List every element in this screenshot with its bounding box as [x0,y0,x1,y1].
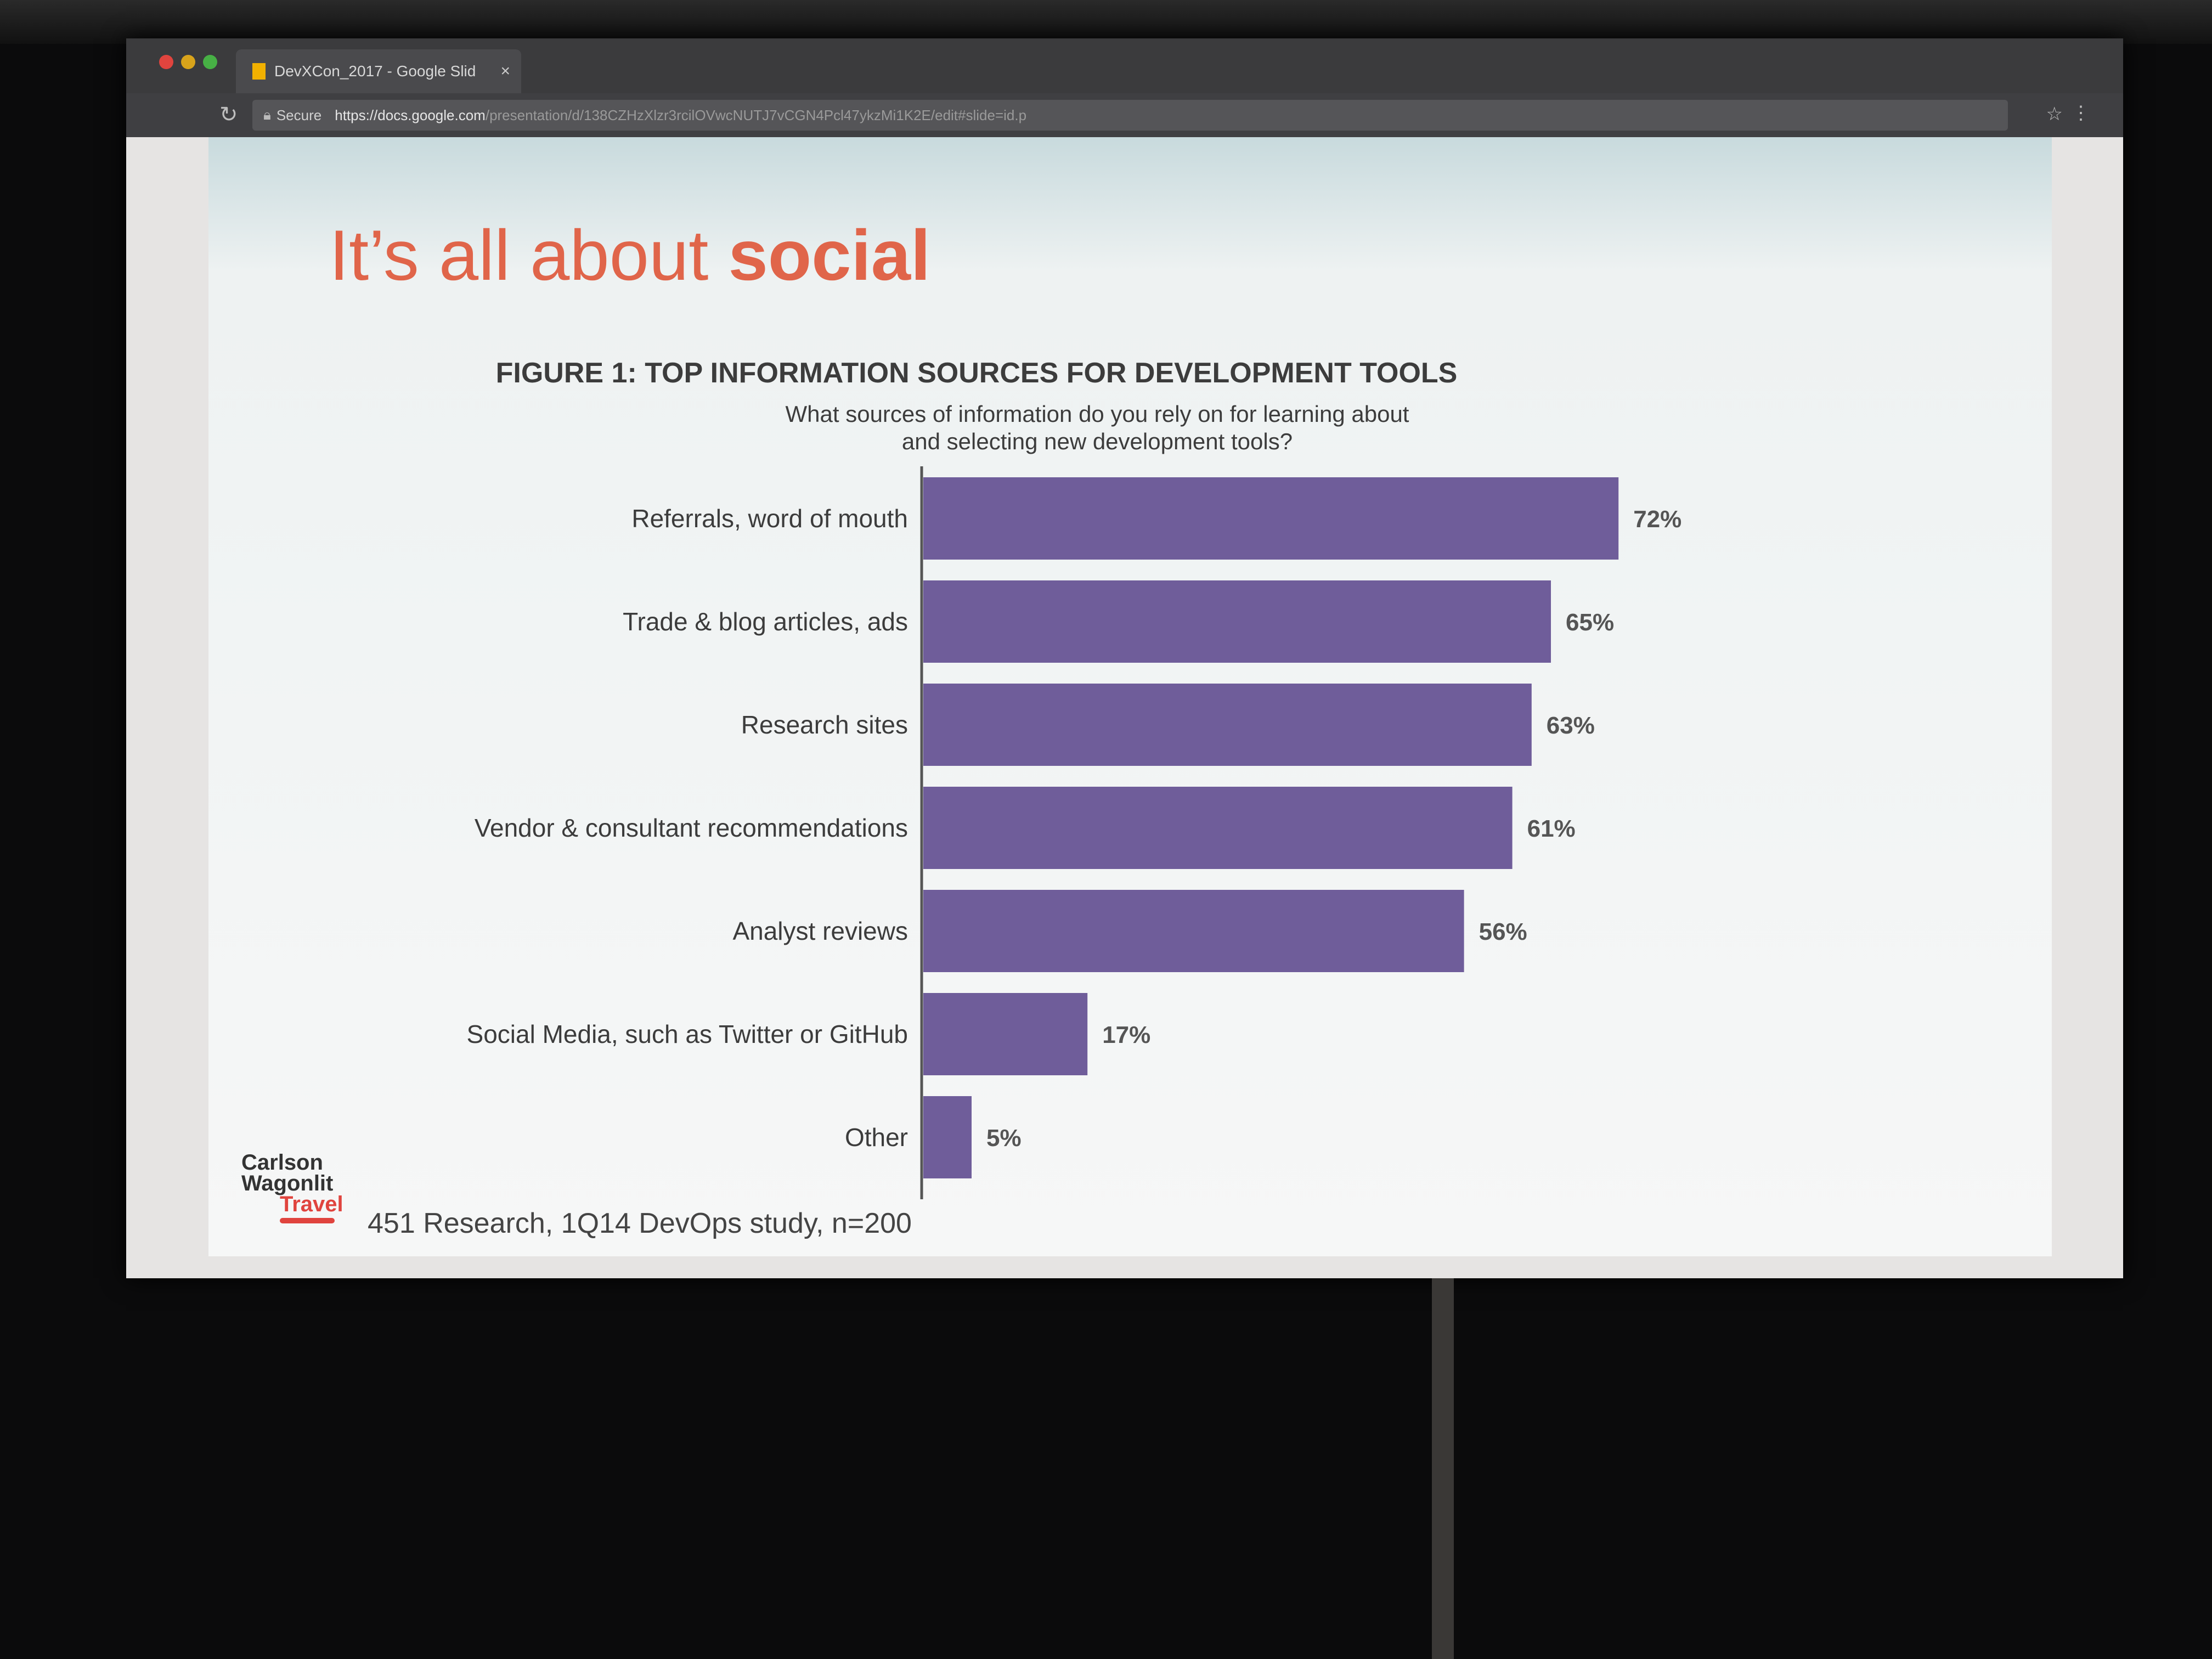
window-minimize-button[interactable] [181,55,195,69]
figure-question-line1: What sources of information do you rely … [785,401,1409,427]
bar-4 [923,890,1464,972]
menu-icon[interactable]: ⋮ [2072,103,2090,123]
bar-5 [923,993,1088,1075]
lock-icon: 🔒︎ [263,106,271,123]
value-label-1: 65% [1566,609,1614,636]
window-maximize-button[interactable] [203,55,217,69]
value-label-4: 56% [1479,918,1527,945]
logo-line1: Carlson [241,1150,323,1175]
bar-3 [923,787,1513,869]
browser-address-bar: ↻ 🔒︎ Secure https://docs.google.com /pre… [126,93,2123,137]
bar-1 [923,580,1551,663]
category-label-2: Research sites [741,710,908,739]
figure-title: FIGURE 1: TOP INFORMATION SOURCES FOR DE… [495,357,1458,389]
category-label-5: Social Media, such as Twitter or GitHub [467,1020,908,1048]
value-label-5: 17% [1102,1022,1150,1048]
url-path: /presentation/d/138CZHzXlzr3rcilOVwcNUTJ… [485,106,1027,123]
browser-tab-bar: DevXCon_2017 - Google Slid × [126,38,2123,93]
source-note: 451 Research, 1Q14 DevOps study, n=200 [368,1207,912,1239]
room-background [0,0,2212,44]
figure-question-line2: and selecting new development tools? [901,428,1293,455]
company-logo: Carlson Wagonlit Travel [241,1152,351,1223]
slide: It’s all about social FIGURE 1: TOP INFO… [208,137,2052,1256]
category-label-3: Vendor & consultant recommendations [475,814,908,842]
logo-line2: Wagonlit [241,1171,334,1195]
browser-tab[interactable]: DevXCon_2017 - Google Slid × [236,49,521,93]
reload-icon[interactable]: ↻ [219,103,238,127]
bar-6 [923,1096,972,1178]
slide-title-regular: It’s all about [329,215,729,295]
tab-title: DevXCon_2017 - Google Slid [274,63,476,80]
bar-2 [923,684,1532,766]
secure-label: Secure [276,106,322,123]
value-label-3: 61% [1527,815,1576,842]
bar-chart: Referrals, word of mouth 72% Trade & blog … [467,466,1681,1199]
slide-title-bold: social [728,215,931,295]
url-input[interactable]: 🔒︎ Secure https://docs.google.com /prese… [252,100,2008,131]
value-label-2: 63% [1547,712,1595,739]
slide-title: It’s all about social [329,214,930,296]
category-label-6: Other [845,1123,908,1152]
window-close-button[interactable] [159,55,173,69]
category-label-4: Analyst reviews [732,917,908,945]
category-label-1: Trade & blog articles, ads [623,607,908,636]
value-label-6: 5% [986,1125,1022,1152]
bar-0 [923,477,1619,560]
logo-swoosh [280,1218,335,1223]
star-icon[interactable]: ☆ [2046,104,2063,125]
close-icon[interactable]: × [500,62,510,80]
url-host: https://docs.google.com [335,106,486,123]
logo-line3: Travel [280,1192,343,1216]
value-label-0: 72% [1633,506,1681,533]
slides-favicon-icon [252,63,266,80]
category-label-0: Referrals, word of mouth [631,504,908,533]
figure-question: What sources of information do you rely … [768,400,1426,456]
screen-stand [1432,1278,1454,1659]
